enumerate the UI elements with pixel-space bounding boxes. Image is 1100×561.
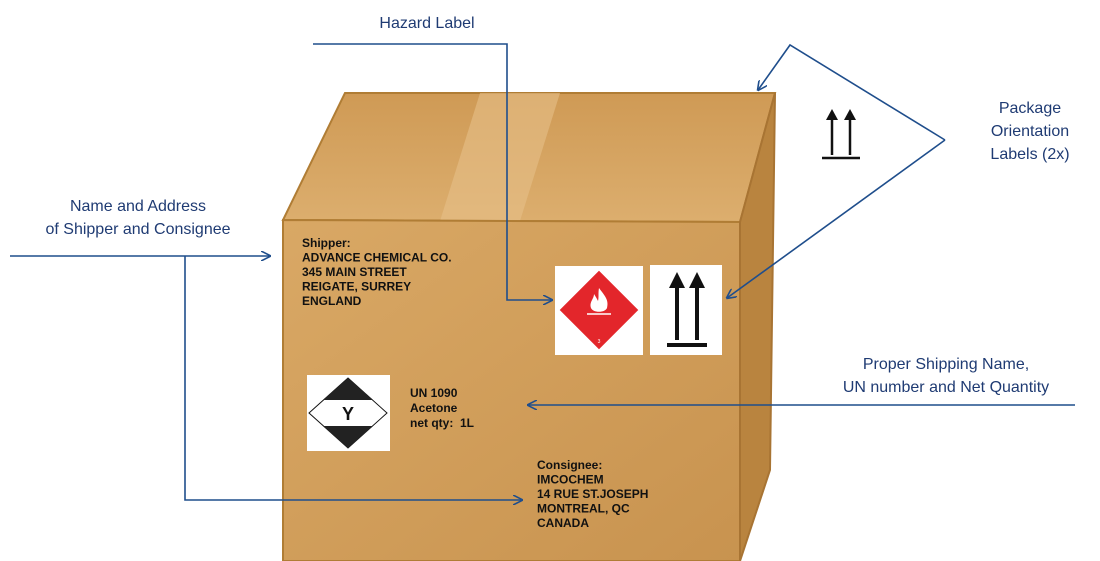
consignee-line: 14 RUE ST.JOSEPH bbox=[537, 487, 648, 501]
shipper-line: 345 MAIN STREET bbox=[302, 265, 407, 279]
orientation-callout-line: Package bbox=[999, 100, 1061, 117]
page: { "callouts": { "hazard_label": "Hazard … bbox=[0, 0, 1100, 561]
orientation-callout-line: Labels (2x) bbox=[990, 146, 1069, 163]
hazard-class: 3 bbox=[598, 339, 601, 345]
name-address-callout: Name and Address of Shipper and Consignee bbox=[45, 198, 230, 238]
diagram: 3 Y Shipper:ADVANCE CHEMICAL CO.345 MAIN… bbox=[0, 0, 1100, 561]
shipping-name-callout: Proper Shipping Name, UN number and Net Q… bbox=[843, 356, 1049, 396]
name-address-line: Name and Address bbox=[70, 198, 206, 215]
name-address-line: of Shipper and Consignee bbox=[45, 221, 230, 238]
orientation-label-bg bbox=[650, 265, 722, 355]
orientation-arrow-top bbox=[758, 45, 945, 140]
un-info-line: Acetone bbox=[410, 401, 458, 415]
shipping-name-line: UN number and Net Quantity bbox=[843, 379, 1049, 396]
un-info-line: UN 1090 bbox=[410, 386, 458, 400]
orientation-callout-line: Orientation bbox=[991, 123, 1069, 140]
orientation-icon bbox=[822, 109, 860, 158]
shipper-line: Shipper: bbox=[302, 236, 351, 250]
shipper-line: ENGLAND bbox=[302, 294, 362, 308]
shipper-line: REIGATE, SURREY bbox=[302, 280, 411, 294]
un-info-line: net qty: 1L bbox=[410, 416, 474, 430]
shipper-line: ADVANCE CHEMICAL CO. bbox=[302, 251, 452, 265]
consignee-line: Consignee: bbox=[537, 458, 602, 472]
lq-letter: Y bbox=[342, 404, 354, 424]
hazard-label-callout: Hazard Label bbox=[379, 15, 474, 32]
consignee-line: IMCOCHEM bbox=[537, 473, 604, 487]
orientation-callout: Package Orientation Labels (2x) bbox=[990, 100, 1069, 163]
consignee-line: CANADA bbox=[537, 516, 589, 530]
shipping-name-line: Proper Shipping Name, bbox=[863, 356, 1029, 373]
consignee-line: MONTREAL, QC bbox=[537, 502, 630, 516]
